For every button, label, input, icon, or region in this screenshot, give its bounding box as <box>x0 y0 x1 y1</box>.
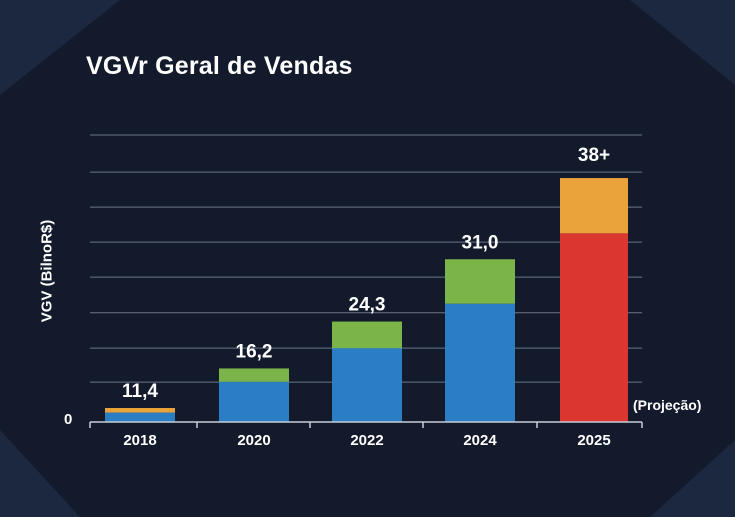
x-tick-label: 2020 <box>237 432 270 449</box>
bar-segment <box>445 303 515 422</box>
corner-shade-top-left <box>0 0 120 95</box>
corner-shade-bottom-left <box>0 430 80 517</box>
bar-segment <box>219 381 289 422</box>
bar-segment <box>105 412 175 422</box>
bar-segment <box>219 368 289 382</box>
x-tick-label: 2025 <box>577 432 610 449</box>
x-tick-label: 2024 <box>463 432 497 449</box>
data-label: 11,4 <box>122 381 158 402</box>
bar-segment <box>105 408 175 413</box>
data-label: 16,2 <box>236 341 273 362</box>
data-label: 24,3 <box>349 295 386 316</box>
data-label: 38+ <box>578 145 610 166</box>
projection-note: (Projeção) <box>633 397 702 413</box>
bar-segment <box>332 348 402 422</box>
x-tick-label: 2018 <box>123 432 156 449</box>
bar-segment <box>445 259 515 304</box>
corner-shade-top-right <box>630 0 735 85</box>
x-tick-label: 2022 <box>350 432 383 449</box>
bar-segment <box>560 233 628 422</box>
y-axis-zero-label: 0 <box>64 411 73 428</box>
data-label: 31,0 <box>462 232 499 253</box>
bar-segment <box>332 321 402 349</box>
y-axis-label: VGV (BilnoR$) <box>38 219 56 323</box>
bar-segment <box>560 178 628 234</box>
corner-shade-bottom-right <box>650 440 735 517</box>
chart-title: VGVr Geral de Vendas <box>86 52 353 80</box>
